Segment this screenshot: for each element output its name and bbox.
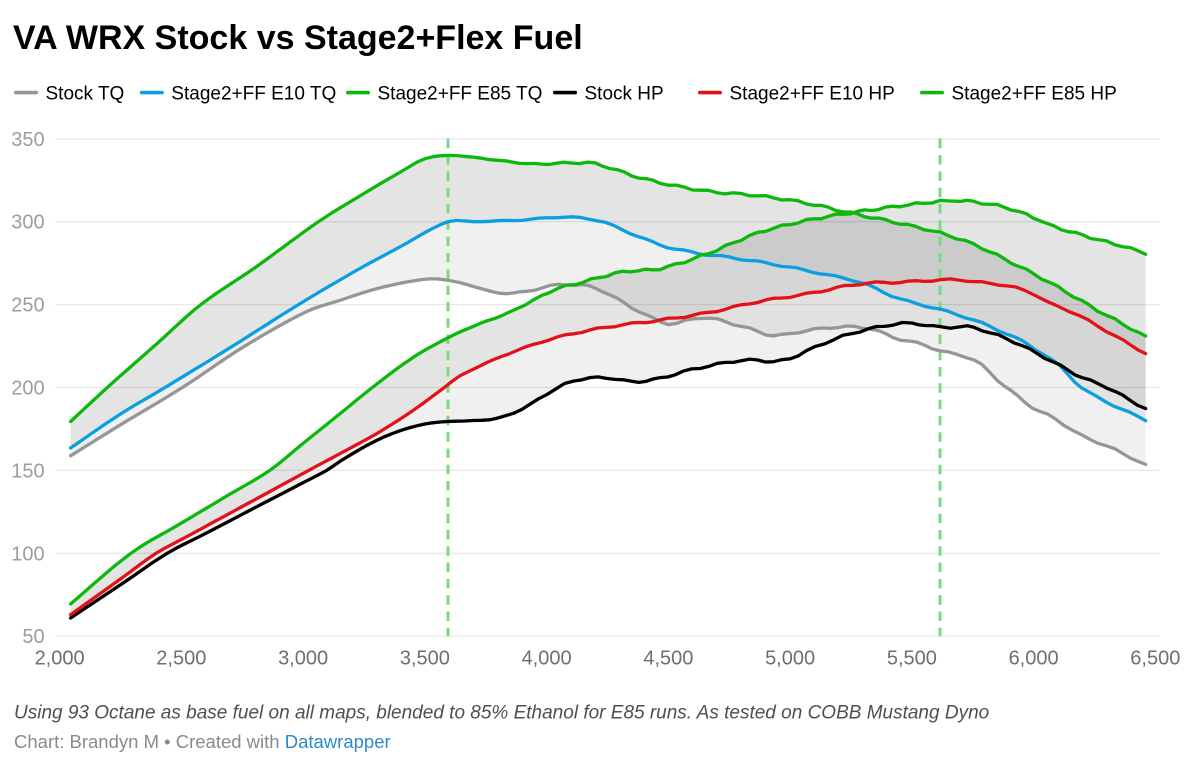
svg-text:Stage2+FF E10 HP: Stage2+FF E10 HP (730, 84, 895, 105)
svg-text:250: 250 (11, 295, 44, 317)
svg-text:Stock HP: Stock HP (585, 84, 664, 105)
svg-text:2,000: 2,000 (35, 647, 85, 669)
svg-text:150: 150 (11, 460, 44, 482)
svg-text:4,500: 4,500 (643, 647, 693, 669)
svg-text:3,500: 3,500 (400, 647, 450, 669)
svg-text:350: 350 (11, 129, 44, 151)
svg-text:Stage2+FF E10 TQ: Stage2+FF E10 TQ (171, 84, 336, 105)
svg-text:Stage2+FF E85 HP: Stage2+FF E85 HP (952, 84, 1117, 105)
svg-text:Stage2+FF E85 TQ: Stage2+FF E85 TQ (378, 84, 543, 105)
svg-text:200: 200 (11, 378, 44, 400)
svg-text:5,000: 5,000 (765, 647, 815, 669)
svg-text:5,500: 5,500 (887, 647, 937, 669)
svg-text:2,500: 2,500 (156, 647, 206, 669)
svg-text:100: 100 (11, 543, 44, 565)
svg-text:50: 50 (22, 626, 44, 648)
svg-text:Chart: Brandyn M • Created wit: Chart: Brandyn M • Created with Datawrap… (14, 731, 391, 752)
svg-text:4,000: 4,000 (522, 647, 572, 669)
svg-text:VA WRX Stock vs Stage2+Flex Fu: VA WRX Stock vs Stage2+Flex Fuel (13, 19, 583, 57)
svg-text:3,000: 3,000 (278, 647, 328, 669)
svg-text:300: 300 (11, 212, 44, 234)
svg-text:Using 93 Octane as base fuel o: Using 93 Octane as base fuel on all maps… (14, 703, 989, 724)
svg-text:6,000: 6,000 (1009, 647, 1059, 669)
svg-text:6,500: 6,500 (1130, 647, 1180, 669)
svg-text:Stock TQ: Stock TQ (46, 84, 125, 105)
